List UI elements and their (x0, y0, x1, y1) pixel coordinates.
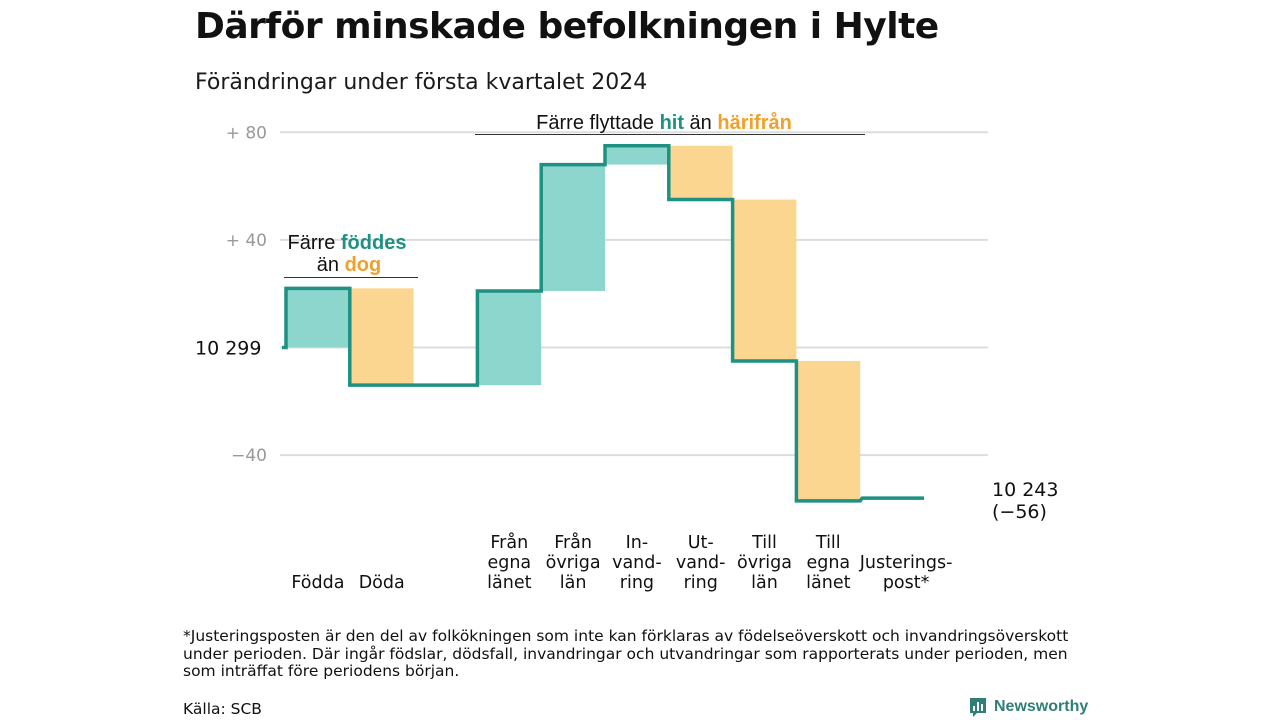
chart-subtitle: Förändringar under första kvartalet 2024 (195, 70, 648, 95)
newsworthy-logo[interactable]: Newsworthy (968, 696, 1088, 718)
waterfall-bar (478, 291, 542, 386)
waterfall-bar (350, 288, 414, 386)
annotation-span: Färre flyttade (536, 112, 659, 134)
cumulative-step-line (282, 144, 924, 503)
y-tick-label: + 40 (226, 231, 267, 251)
waterfall-bar (733, 199, 797, 361)
x-category-label: Justerings- (859, 553, 953, 573)
bar-chart-logo-icon (970, 698, 986, 717)
waterfall-bar (542, 164, 605, 292)
x-category-label: ring (684, 573, 718, 593)
x-category-label: övriga (737, 553, 792, 573)
x-category-label: Från (554, 532, 592, 553)
chart-title: Därför minskade befolkningen i Hylte (195, 6, 939, 47)
annotation-span: än (317, 254, 345, 276)
x-category-label: Till (751, 533, 777, 553)
x-category-label: vand- (676, 553, 726, 573)
x-category-label: egna (806, 553, 850, 573)
x-category-label: ring (620, 573, 654, 593)
x-category-label: län (560, 573, 587, 593)
y-tick-label: −40 (231, 446, 267, 466)
x-category-label: Döda (359, 573, 405, 593)
x-category-label: Från (490, 532, 528, 553)
x-category-label: vand- (612, 553, 662, 573)
waterfall-bar (287, 288, 350, 348)
source-note: Källa: SCB (183, 700, 262, 718)
waterfall-bar (797, 360, 861, 501)
annotation-births-deaths: Färre föddes (288, 232, 407, 254)
x-category-label: post* (883, 573, 930, 593)
x-category-label: Till (815, 533, 841, 553)
x-category-label: länet (487, 573, 531, 593)
x-category-label: län (751, 573, 778, 593)
annotation-span: hit (660, 112, 685, 134)
footnote: *Justeringsposten är den del av folkökni… (183, 627, 1069, 680)
annotation-span: än (684, 112, 717, 134)
x-category-label: egna (487, 553, 531, 573)
y-tick-label: + 80 (226, 123, 267, 143)
start-value-label: 10 299 (195, 338, 261, 360)
end-value-label: (−56) (992, 501, 1047, 523)
annotation-births-deaths: än dog (317, 254, 381, 276)
x-category-label: övriga (546, 553, 601, 573)
annotation-span: Färre (288, 232, 341, 254)
x-category-label: In- (626, 533, 649, 553)
x-category-label: länet (806, 573, 850, 593)
annotation-span: föddes (341, 232, 407, 254)
brand-name: Newsworthy (994, 698, 1089, 715)
waterfall-bar (606, 145, 669, 165)
waterfall-bar (669, 145, 733, 200)
annotation-migration: Färre flyttade hit än härifrån (536, 111, 792, 134)
end-value-label: 10 243 (992, 479, 1058, 501)
annotation-span: härifrån (717, 111, 791, 134)
x-category-label: Ut- (688, 533, 714, 553)
annotation-span: dog (345, 254, 382, 276)
x-category-label: Födda (291, 573, 344, 593)
